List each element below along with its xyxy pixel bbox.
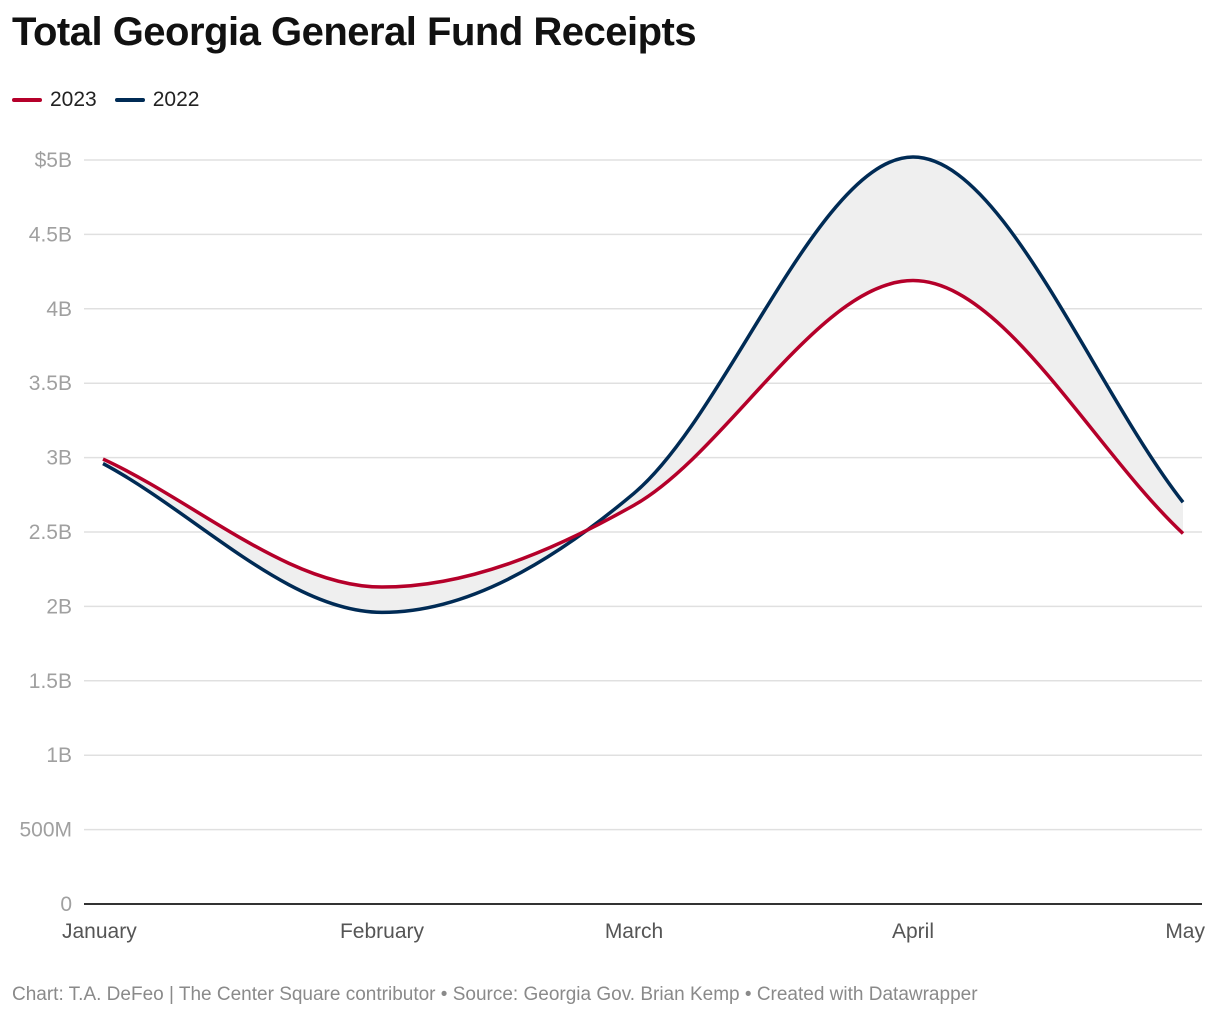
footer-credits: Chart: T.A. DeFeo | The Center Square co… [12, 984, 978, 1005]
y-tick-label: 500M [19, 819, 72, 842]
x-tick-label: January [62, 920, 137, 943]
y-tick-label: 3B [46, 447, 72, 470]
chart-title: Total Georgia General Fund Receipts [12, 10, 697, 54]
x-tick-label: April [892, 920, 934, 943]
y-tick-label: 4B [46, 298, 72, 321]
y-tick-label: 1.5B [29, 670, 72, 693]
y-tick-label: 2.5B [29, 521, 72, 544]
legend-label: 2023 [50, 88, 97, 111]
y-tick-label: 1B [46, 744, 72, 767]
legend-item-2023: 2023 [12, 88, 97, 112]
legend-label: 2022 [152, 88, 200, 111]
legend-swatch [114, 98, 145, 102]
y-tick-label: 3.5B [29, 372, 72, 395]
legend-swatch [12, 98, 42, 102]
series-line-2022 [102, 155, 1185, 615]
y-tick-label: 4.5B [29, 223, 72, 246]
y-tick-label: $5B [35, 149, 72, 172]
x-tick-label: February [340, 920, 425, 943]
x-tick-label: March [605, 920, 663, 943]
y-tick-label: 0 [60, 893, 72, 916]
y-tick-label: 2B [46, 595, 72, 618]
x-tick-label: May [1165, 920, 1205, 943]
legend: 2023 2022 [12, 88, 199, 112]
area-between-series [103, 157, 1183, 613]
legend-item-2022: 2022 [114, 88, 200, 112]
series-line-2023 [102, 278, 1185, 589]
